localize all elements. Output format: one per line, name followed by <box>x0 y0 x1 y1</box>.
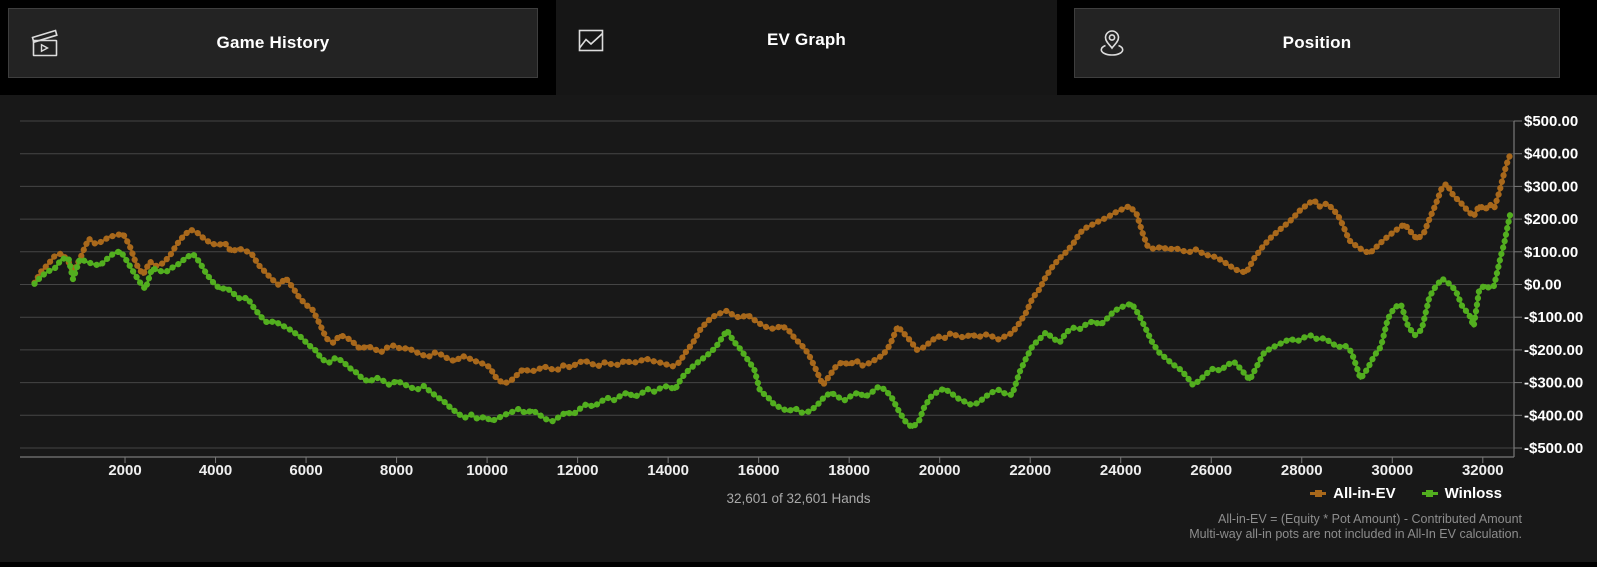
svg-text:-$300.00: -$300.00 <box>1524 375 1583 392</box>
ev-footnote: All-in-EV = (Equity * Pot Amount) - Cont… <box>1189 512 1522 542</box>
svg-text:30000: 30000 <box>1371 462 1413 479</box>
clapperboard-icon <box>27 25 63 61</box>
svg-text:$400.00: $400.00 <box>1524 146 1578 163</box>
ev-graph-panel: $500.00 $400.00 $300.00 $200.00 $100.00 $0.00… <box>0 95 1597 562</box>
svg-text:6000: 6000 <box>289 462 322 479</box>
legend-item-winloss[interactable]: Winloss <box>1421 485 1502 502</box>
tab-game-history[interactable]: Game History <box>8 8 538 78</box>
svg-text:$100.00: $100.00 <box>1524 244 1578 261</box>
svg-text:-$200.00: -$200.00 <box>1524 342 1583 359</box>
svg-text:20000: 20000 <box>919 462 961 479</box>
svg-text:$500.00: $500.00 <box>1524 113 1578 130</box>
legend-item-all-in-ev[interactable]: All-in-EV <box>1310 485 1396 502</box>
tab-position-label: Position <box>1282 33 1352 52</box>
svg-text:$0.00: $0.00 <box>1524 277 1562 294</box>
svg-text:32000: 32000 <box>1462 462 1504 479</box>
svg-text:12000: 12000 <box>557 462 599 479</box>
chart-legend: All-in-EV Winloss <box>1310 485 1502 502</box>
tab-ev-graph-label: EV Graph <box>766 30 847 49</box>
ev-footnote-line2: Multi-way all-in pots are not included i… <box>1189 527 1522 541</box>
tab-game-history-label: Game History <box>216 33 330 52</box>
svg-text:-$500.00: -$500.00 <box>1524 440 1583 457</box>
svg-text:4000: 4000 <box>199 462 232 479</box>
winloss-swatch-icon <box>1421 489 1438 497</box>
line-chart-icon <box>574 23 608 57</box>
svg-text:16000: 16000 <box>738 462 780 479</box>
all-in-ev-swatch-icon <box>1310 489 1327 497</box>
svg-text:$300.00: $300.00 <box>1524 178 1578 195</box>
svg-text:24000: 24000 <box>1100 462 1142 479</box>
svg-text:10000: 10000 <box>466 462 508 479</box>
tab-ev-graph[interactable]: EV Graph <box>556 0 1057 95</box>
ev-chart-svg[interactable]: $500.00 $400.00 $300.00 $200.00 $100.00 $0.00… <box>0 95 1597 562</box>
svg-text:26000: 26000 <box>1190 462 1232 479</box>
tab-position[interactable]: Position <box>1074 8 1560 78</box>
svg-text:28000: 28000 <box>1281 462 1323 479</box>
legend-label-all-in-ev: All-in-EV <box>1333 485 1396 502</box>
ev-footnote-line1: All-in-EV = (Equity * Pot Amount) - Cont… <box>1218 512 1522 526</box>
svg-text:18000: 18000 <box>828 462 870 479</box>
svg-text:$200.00: $200.00 <box>1524 211 1578 228</box>
legend-label-winloss: Winloss <box>1444 485 1502 502</box>
map-pin-icon <box>1093 24 1131 62</box>
svg-text:2000: 2000 <box>108 462 141 479</box>
svg-text:22000: 22000 <box>1009 462 1051 479</box>
svg-text:8000: 8000 <box>380 462 413 479</box>
svg-text:-$400.00: -$400.00 <box>1524 407 1583 424</box>
svg-text:14000: 14000 <box>647 462 689 479</box>
svg-text:-$100.00: -$100.00 <box>1524 309 1583 326</box>
hands-counter: 32,601 of 32,601 Hands <box>726 491 871 506</box>
